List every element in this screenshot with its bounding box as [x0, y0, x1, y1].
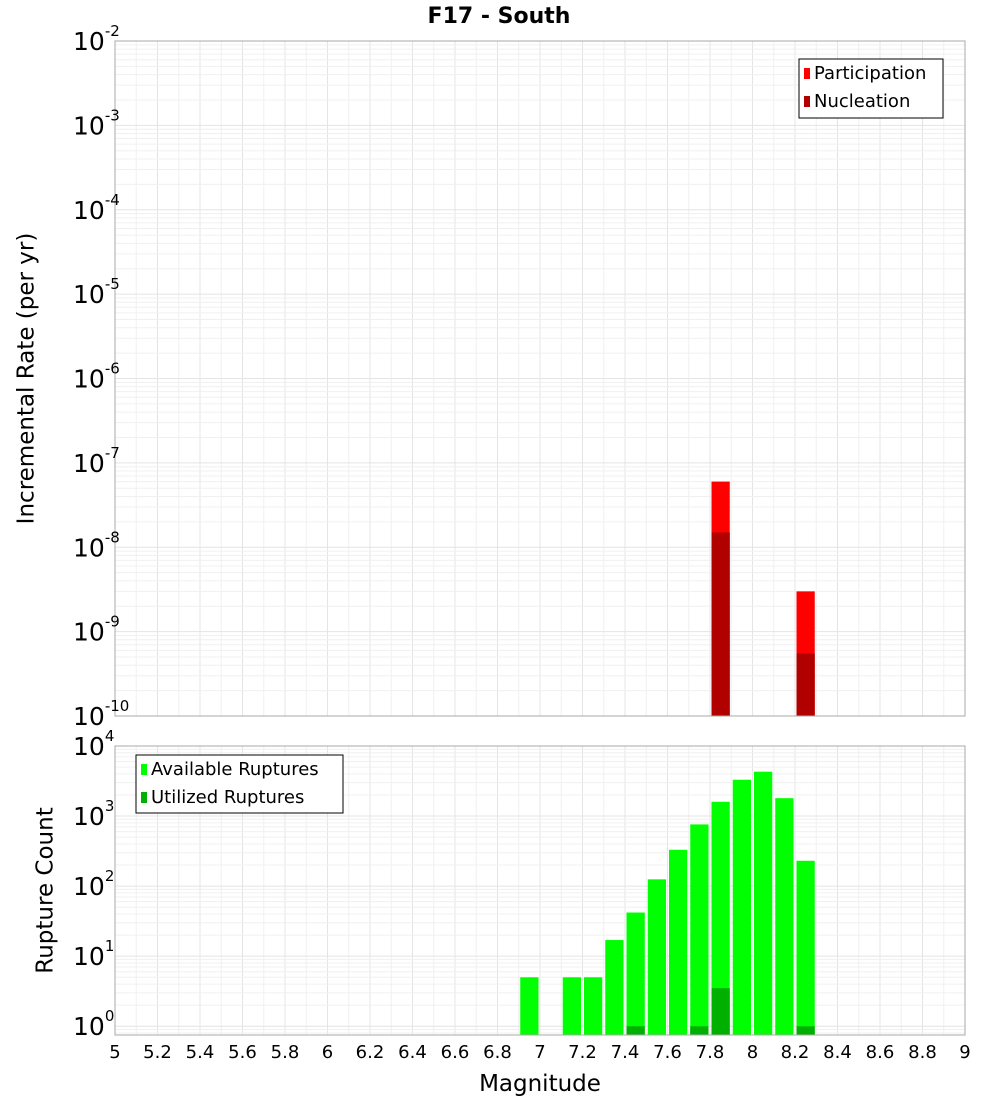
- legend-entry: Utilized Ruptures: [151, 787, 304, 808]
- x-tick-label: 6: [322, 1042, 333, 1063]
- rupture-count-y-ticks: 100 101 102 103 104: [73, 727, 114, 1041]
- y-tick-label: 10-9: [73, 613, 120, 647]
- x-tick-label: 8: [747, 1042, 758, 1063]
- x-tick-label: 8.8: [908, 1042, 937, 1063]
- series-a-bar: [754, 771, 773, 1035]
- x-tick-label: 6.4: [398, 1042, 427, 1063]
- x-tick-label: 7.6: [653, 1042, 682, 1063]
- rupture-count-legend: Available Ruptures Utilized Ruptures: [135, 754, 344, 814]
- y-tick-label: 102: [73, 867, 114, 901]
- x-axis-label: Magnitude: [479, 1071, 601, 1097]
- incremental-rate-panel: 10-10 10-9 10-8 10-7 10-6 10-5 10-4 10-3 10-2 In…: [14, 22, 966, 731]
- rupture-count-bars: [520, 771, 815, 1035]
- chart-title: F17 - South: [428, 4, 571, 29]
- series-a-bar: [605, 940, 624, 1035]
- x-tick-label: 8.4: [823, 1042, 852, 1063]
- x-tick-label: 9: [959, 1042, 970, 1063]
- x-tick-label: 6.6: [441, 1042, 470, 1063]
- incremental-rate-grid: [114, 40, 966, 717]
- x-tick-label: 5.2: [143, 1042, 172, 1063]
- series-b-bar: [690, 1026, 709, 1035]
- legend-entry: Participation: [814, 63, 926, 84]
- legend-swatch: [141, 764, 147, 775]
- series-b-bar: [626, 1026, 645, 1035]
- legend-swatch: [141, 792, 147, 803]
- legend-entry: Nucleation: [814, 91, 910, 112]
- x-tick-label: 6.2: [356, 1042, 385, 1063]
- rupture-count-panel: 100 101 102 103 104 Rupture Count Available …: [33, 727, 966, 1041]
- y-tick-label: 10-10: [73, 697, 129, 731]
- series-a-bar: [669, 849, 688, 1035]
- incremental-rate-y-axis-label: Incremental Rate (per yr): [14, 233, 40, 525]
- series-b-bar: [711, 532, 730, 716]
- rupture-count-plot-area: [114, 745, 966, 1036]
- series-a-bar: [562, 977, 581, 1035]
- x-tick-label: 7: [534, 1042, 545, 1063]
- x-tick-label: 7.8: [696, 1042, 725, 1063]
- legend-entry: Available Ruptures: [151, 759, 319, 780]
- series-b-bar: [711, 988, 730, 1035]
- legend-swatch: [804, 96, 810, 107]
- y-tick-label: 10-7: [73, 444, 120, 478]
- x-tick-label: 7.4: [611, 1042, 640, 1063]
- series-a-bar: [626, 912, 645, 1035]
- rupture-count-y-axis-label: Rupture Count: [33, 807, 59, 973]
- y-tick-label: 100: [73, 1007, 114, 1041]
- incremental-rate-bars: [711, 481, 815, 716]
- magnitude-x-ticks: 5 5.2 5.4 5.6 5.8 6 6.2 6.4 6.6 6.8 7 7.2 7.4 7.6 7.8 8…: [109, 1042, 970, 1063]
- y-tick-label: 104: [73, 727, 114, 761]
- incremental-rate-y-ticks: 10-10 10-9 10-8 10-7 10-6 10-5 10-4 10-3 10-2: [73, 22, 129, 731]
- series-a-bar: [520, 977, 539, 1035]
- incremental-rate-plot-area: [114, 40, 966, 717]
- y-tick-label: 10-8: [73, 528, 120, 562]
- x-tick-label: 5.4: [186, 1042, 215, 1063]
- y-tick-label: 10-6: [73, 360, 120, 394]
- x-tick-label: 5.8: [271, 1042, 300, 1063]
- x-tick-label: 5.6: [228, 1042, 257, 1063]
- x-tick-label: 8.2: [781, 1042, 810, 1063]
- incremental-rate-legend: Participation Nucleation: [798, 58, 944, 119]
- series-a-bar: [647, 879, 666, 1035]
- x-tick-label: 6.8: [483, 1042, 512, 1063]
- y-tick-label: 10-3: [73, 106, 120, 140]
- series-b-bar: [796, 1026, 815, 1035]
- legend-box: [798, 58, 944, 119]
- series-a-bar: [711, 801, 730, 1035]
- series-a-bar: [775, 798, 794, 1035]
- y-tick-label: 10-4: [73, 191, 120, 225]
- x-tick-label: 5: [109, 1042, 120, 1063]
- series-a-bar: [690, 824, 709, 1035]
- series-a-bar: [584, 977, 603, 1035]
- series-b-bar: [796, 653, 815, 716]
- y-tick-label: 101: [73, 937, 114, 971]
- y-tick-label: 10-5: [73, 275, 120, 309]
- legend-box: [135, 754, 344, 814]
- y-tick-label: 103: [73, 797, 114, 831]
- x-tick-label: 8.6: [866, 1042, 895, 1063]
- series-a-bar: [796, 860, 815, 1035]
- y-tick-label: 10-2: [73, 22, 120, 56]
- x-tick-label: 7.2: [568, 1042, 597, 1063]
- legend-swatch: [804, 68, 810, 79]
- series-a-bar: [732, 779, 751, 1035]
